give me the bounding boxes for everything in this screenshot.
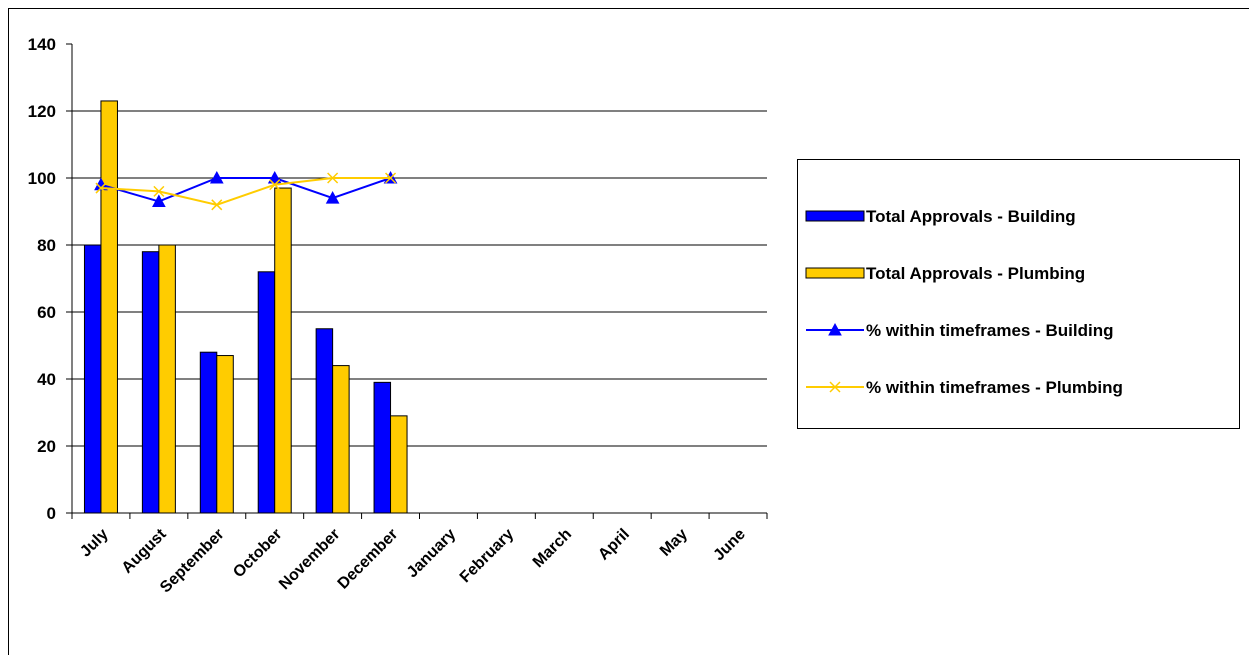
x-tick-label: March: [530, 526, 575, 571]
x-tick-label: August: [119, 525, 170, 576]
legend-swatch: [806, 268, 864, 278]
x-tick-label: July: [77, 526, 112, 561]
bar: [275, 188, 292, 513]
bar: [159, 245, 176, 513]
x-tick-label: April: [595, 526, 633, 564]
bar: [200, 352, 217, 513]
bar: [391, 416, 408, 513]
y-tick-label: 60: [37, 303, 56, 322]
legend-label: Total Approvals - Building: [866, 207, 1076, 226]
y-tick-label: 20: [37, 437, 56, 456]
bar: [333, 366, 350, 513]
x-tick-label: December: [335, 526, 402, 593]
x-tick-label: October: [230, 526, 285, 581]
y-tick-label: 120: [28, 102, 56, 121]
line: [101, 178, 391, 205]
y-tick-label: 0: [47, 504, 56, 523]
y-tick-label: 80: [37, 236, 56, 255]
bar: [374, 382, 391, 513]
bar: [316, 329, 333, 513]
x-tick-label: February: [457, 526, 518, 587]
y-tick-label: 100: [28, 169, 56, 188]
y-tick-label: 40: [37, 370, 56, 389]
bar: [258, 272, 275, 513]
legend-label: % within timeframes - Plumbing: [866, 378, 1123, 397]
bar: [101, 101, 118, 513]
bar: [217, 356, 234, 513]
x-tick-label: May: [657, 526, 691, 560]
x-tick-label: June: [710, 526, 748, 564]
y-tick-label: 140: [28, 35, 56, 54]
legend-swatch: [806, 211, 864, 221]
legend-label: % within timeframes - Building: [866, 321, 1113, 340]
bar: [84, 245, 101, 513]
x-tick-label: January: [404, 526, 459, 581]
legend-label: Total Approvals - Plumbing: [866, 264, 1085, 283]
x-tick-label: November: [276, 526, 343, 593]
bar: [142, 252, 159, 513]
